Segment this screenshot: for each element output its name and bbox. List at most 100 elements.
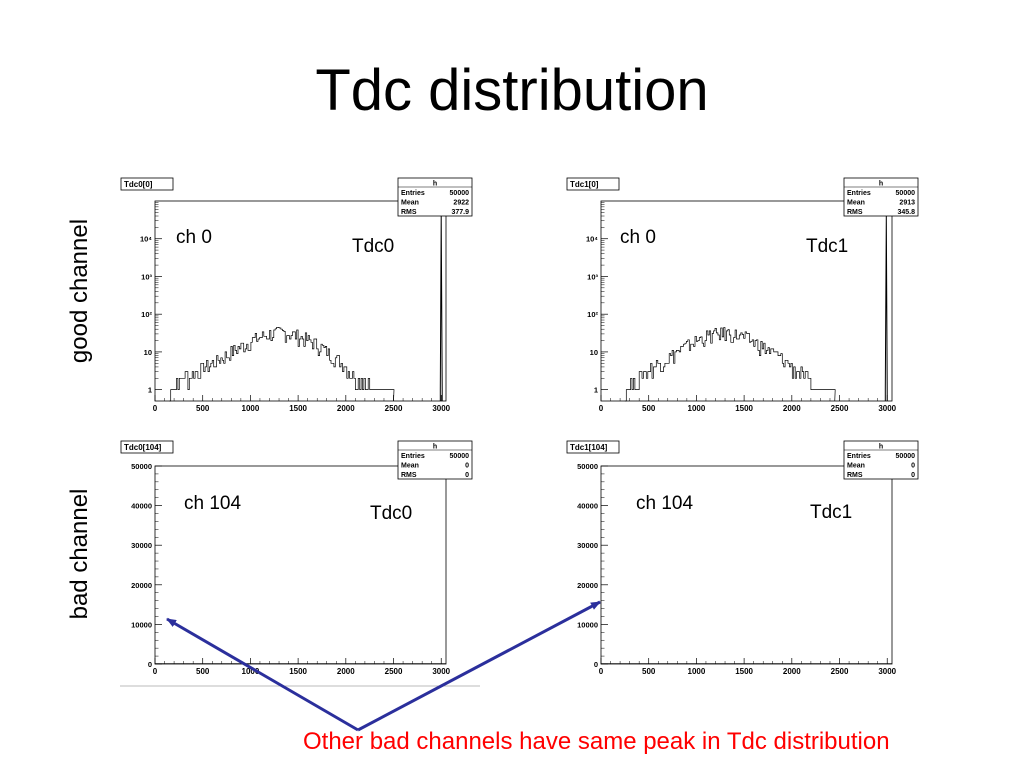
x-tick-label: 1500 [289,404,307,413]
y-tick-label: 10 [144,348,152,357]
y-tick-label: 40000 [577,502,598,511]
stats-value: 50000 [450,453,470,460]
y-tick-label: 10² [141,310,152,319]
histogram-panel-1: Tdc0[0] h Entries 50000 Mean 2922 RMS 377.9 0 500… [120,177,473,413]
y-tick-label: 20000 [577,581,598,590]
x-tick-label: 500 [642,404,656,413]
histogram-panel-4: Tdc1[104] h Entries 50000 Mean 0 RMS 0 0 500 1000 1… [566,440,919,676]
stats-value: 377.9 [451,209,469,216]
channel-label: ch 0 [620,227,656,248]
stats-title: h [433,181,437,188]
y-tick-label: 10000 [131,620,152,629]
y-tick-label: 40000 [131,502,152,511]
stats-title: h [433,444,437,451]
stats-title: h [879,181,883,188]
x-tick-label: 500 [196,404,210,413]
y-tick-label: 50000 [577,462,598,471]
histogram-title: Tdc1[0] [570,180,599,189]
plot-frame [600,200,893,402]
stats-value: 345.8 [897,209,915,216]
stats-key: Mean [847,200,865,207]
x-tick-label: 3000 [878,404,896,413]
tdc-tag-label: Tdc0 [352,236,394,257]
histogram-peak [439,215,443,401]
stats-box: h Entries 50000 Mean 2913 RMS 345.8 [843,177,919,217]
stats-key: RMS [847,472,863,479]
tdc-tag-label: Tdc1 [810,502,852,523]
x-tick-label: 0 [153,667,158,676]
x-tick-label: 0 [599,667,604,676]
y-tick-label: 10⁴ [140,235,152,244]
stats-box: h Entries 50000 Mean 0 RMS 0 [843,440,919,480]
stats-value: 0 [465,472,469,479]
x-tick-label: 2000 [337,667,355,676]
y-tick-label: 10000 [577,620,598,629]
stats-box: h Entries 50000 Mean 0 RMS 0 [397,440,473,480]
stats-key: Entries [401,190,425,197]
x-tick-label: 2000 [783,667,801,676]
stats-key: RMS [401,209,417,216]
x-tick-label: 2500 [831,667,849,676]
tdc-tag-label: Tdc0 [370,503,412,524]
y-tick-label: 10 [590,348,598,357]
stats-value: 50000 [450,190,470,197]
stats-key: Mean [401,463,419,470]
stats-value: 50000 [896,453,916,460]
histogram-peak [884,215,888,401]
histogram-title: Tdc0[0] [124,180,153,189]
annotation-arrows [166,600,601,732]
stats-value: 2922 [453,200,469,207]
x-tick-label: 1000 [242,667,260,676]
histogram-title-box: Tdc0[0] [120,177,174,191]
x-tick-label: 3000 [878,667,896,676]
histogram-background-line [169,326,395,402]
x-tick-label: 500 [642,667,656,676]
x-tick-label: 500 [196,667,210,676]
tdc-tag-label: Tdc1 [806,236,848,257]
y-tick-label: 50000 [131,462,152,471]
slide-title: Tdc distribution [315,58,709,123]
stats-value: 0 [911,472,915,479]
x-tick-label: 2500 [385,404,403,413]
x-tick-label: 2500 [831,404,849,413]
channel-label: ch 104 [184,493,241,514]
x-tick-label: 1500 [289,667,307,676]
y-tick-label: 0 [148,660,152,669]
y-tick-label: 10³ [141,272,152,281]
plot-frame [600,465,893,665]
x-tick-label: 2000 [337,404,355,413]
stats-key: RMS [847,209,863,216]
stats-key: Entries [847,453,871,460]
stats-key: Mean [401,200,419,207]
y-tick-label: 10² [587,310,598,319]
stats-value: 0 [911,463,915,470]
stats-key: Entries [847,190,871,197]
stats-title: h [879,444,883,451]
stats-value: 2913 [899,200,915,207]
arrow-to-left-panel [166,617,359,732]
histogram-title: Tdc0[104] [124,443,162,452]
x-tick-label: 0 [153,404,158,413]
x-tick-label: 1000 [688,404,706,413]
x-tick-label: 1000 [688,667,706,676]
histogram-background-line [624,327,836,402]
arrow-to-right-panel [357,600,601,732]
y-tick-label: 10³ [587,272,598,281]
x-tick-label: 0 [599,404,604,413]
bottom-note: Other bad channels have same peak in Tdc… [303,728,890,755]
y-tick-label: 30000 [131,541,152,550]
x-tick-label: 1500 [735,404,753,413]
x-tick-label: 1500 [735,667,753,676]
histogram-panel-2: Tdc1[0] h Entries 50000 Mean 2913 RMS 345.8 0 500… [566,177,919,413]
y-tick-label: 1 [148,386,152,395]
stats-key: Mean [847,463,865,470]
x-tick-label: 3000 [432,404,450,413]
x-tick-label: 2500 [385,667,403,676]
plot-frame [154,465,447,665]
stats-key: Entries [401,453,425,460]
histogram-title: Tdc1[104] [570,443,608,452]
stats-value: 0 [465,463,469,470]
y-tick-label: 10⁴ [586,235,598,244]
